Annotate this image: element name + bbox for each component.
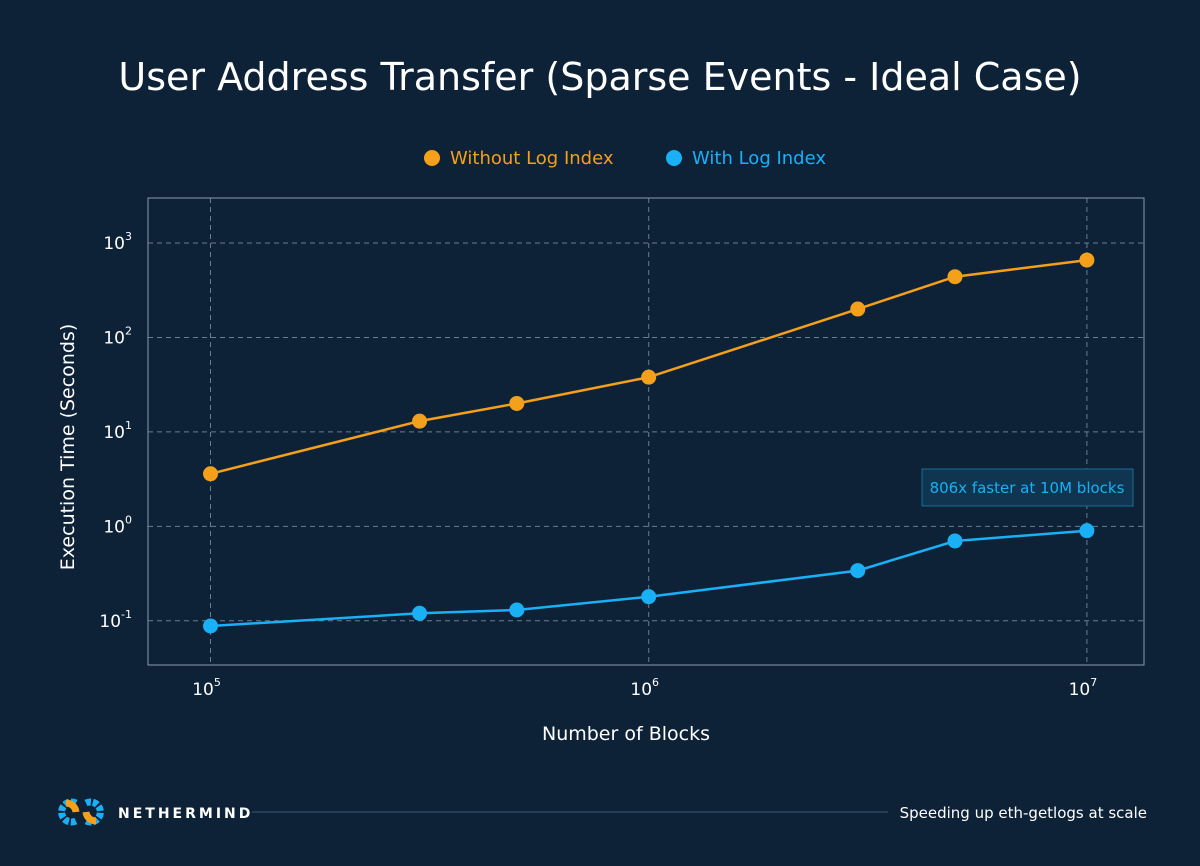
footer-brand: NETHERMIND — [118, 806, 253, 822]
y-axis-ticks: 10-1 100 101 102 103 — [99, 230, 132, 632]
data-point — [947, 269, 963, 285]
x-tick-label: 105 — [192, 676, 221, 700]
x-tick-label: 106 — [630, 676, 659, 700]
y-tick-label: 100 — [103, 513, 132, 537]
annotation: 806x faster at 10M blocks — [921, 468, 1134, 507]
data-point — [850, 563, 866, 579]
chart-title: User Address Transfer (Sparse Events - I… — [118, 55, 1081, 99]
annotation-box — [921, 468, 1134, 507]
data-point — [203, 466, 219, 482]
y-tick-label: 103 — [103, 230, 132, 254]
series-with-log-index — [203, 523, 1095, 634]
y-axis-label: Execution Time (Seconds) — [57, 324, 79, 570]
data-point — [1079, 523, 1095, 539]
x-axis-ticks: 105 106 107 — [192, 676, 1097, 700]
data-point — [641, 369, 657, 385]
data-point — [850, 301, 866, 317]
y-tick-label: 102 — [103, 324, 132, 348]
legend-marker-without-index — [424, 150, 440, 166]
data-point — [509, 602, 525, 618]
data-point — [1079, 252, 1095, 268]
footer-tagline: Speeding up eth-getlogs at scale — [900, 804, 1147, 822]
data-point — [203, 618, 219, 634]
nethermind-logo-icon — [58, 798, 104, 826]
data-point — [412, 413, 428, 429]
data-point — [947, 533, 963, 549]
data-point — [509, 395, 525, 411]
data-point — [412, 605, 428, 621]
data-point — [641, 589, 657, 605]
footer: NETHERMIND Speeding up eth-getlogs at sc… — [58, 798, 1147, 826]
legend-label-without-index: Without Log Index — [450, 148, 614, 169]
series — [203, 252, 1095, 634]
legend-item-with-index: With Log Index — [666, 148, 826, 169]
x-axis-label: Number of Blocks — [542, 723, 710, 745]
legend-label-with-index: With Log Index — [692, 148, 826, 169]
y-tick-label: 10-1 — [99, 608, 132, 632]
legend-item-without-index: Without Log Index — [424, 148, 614, 169]
series-without-log-index — [203, 252, 1095, 482]
legend: Without Log Index With Log Index — [424, 148, 826, 169]
x-tick-label: 107 — [1069, 676, 1098, 700]
legend-marker-with-index — [666, 150, 682, 166]
annotation-text: 806x faster at 10M blocks — [930, 479, 1125, 497]
y-tick-label: 101 — [103, 419, 132, 443]
plot-area — [147, 197, 1145, 666]
